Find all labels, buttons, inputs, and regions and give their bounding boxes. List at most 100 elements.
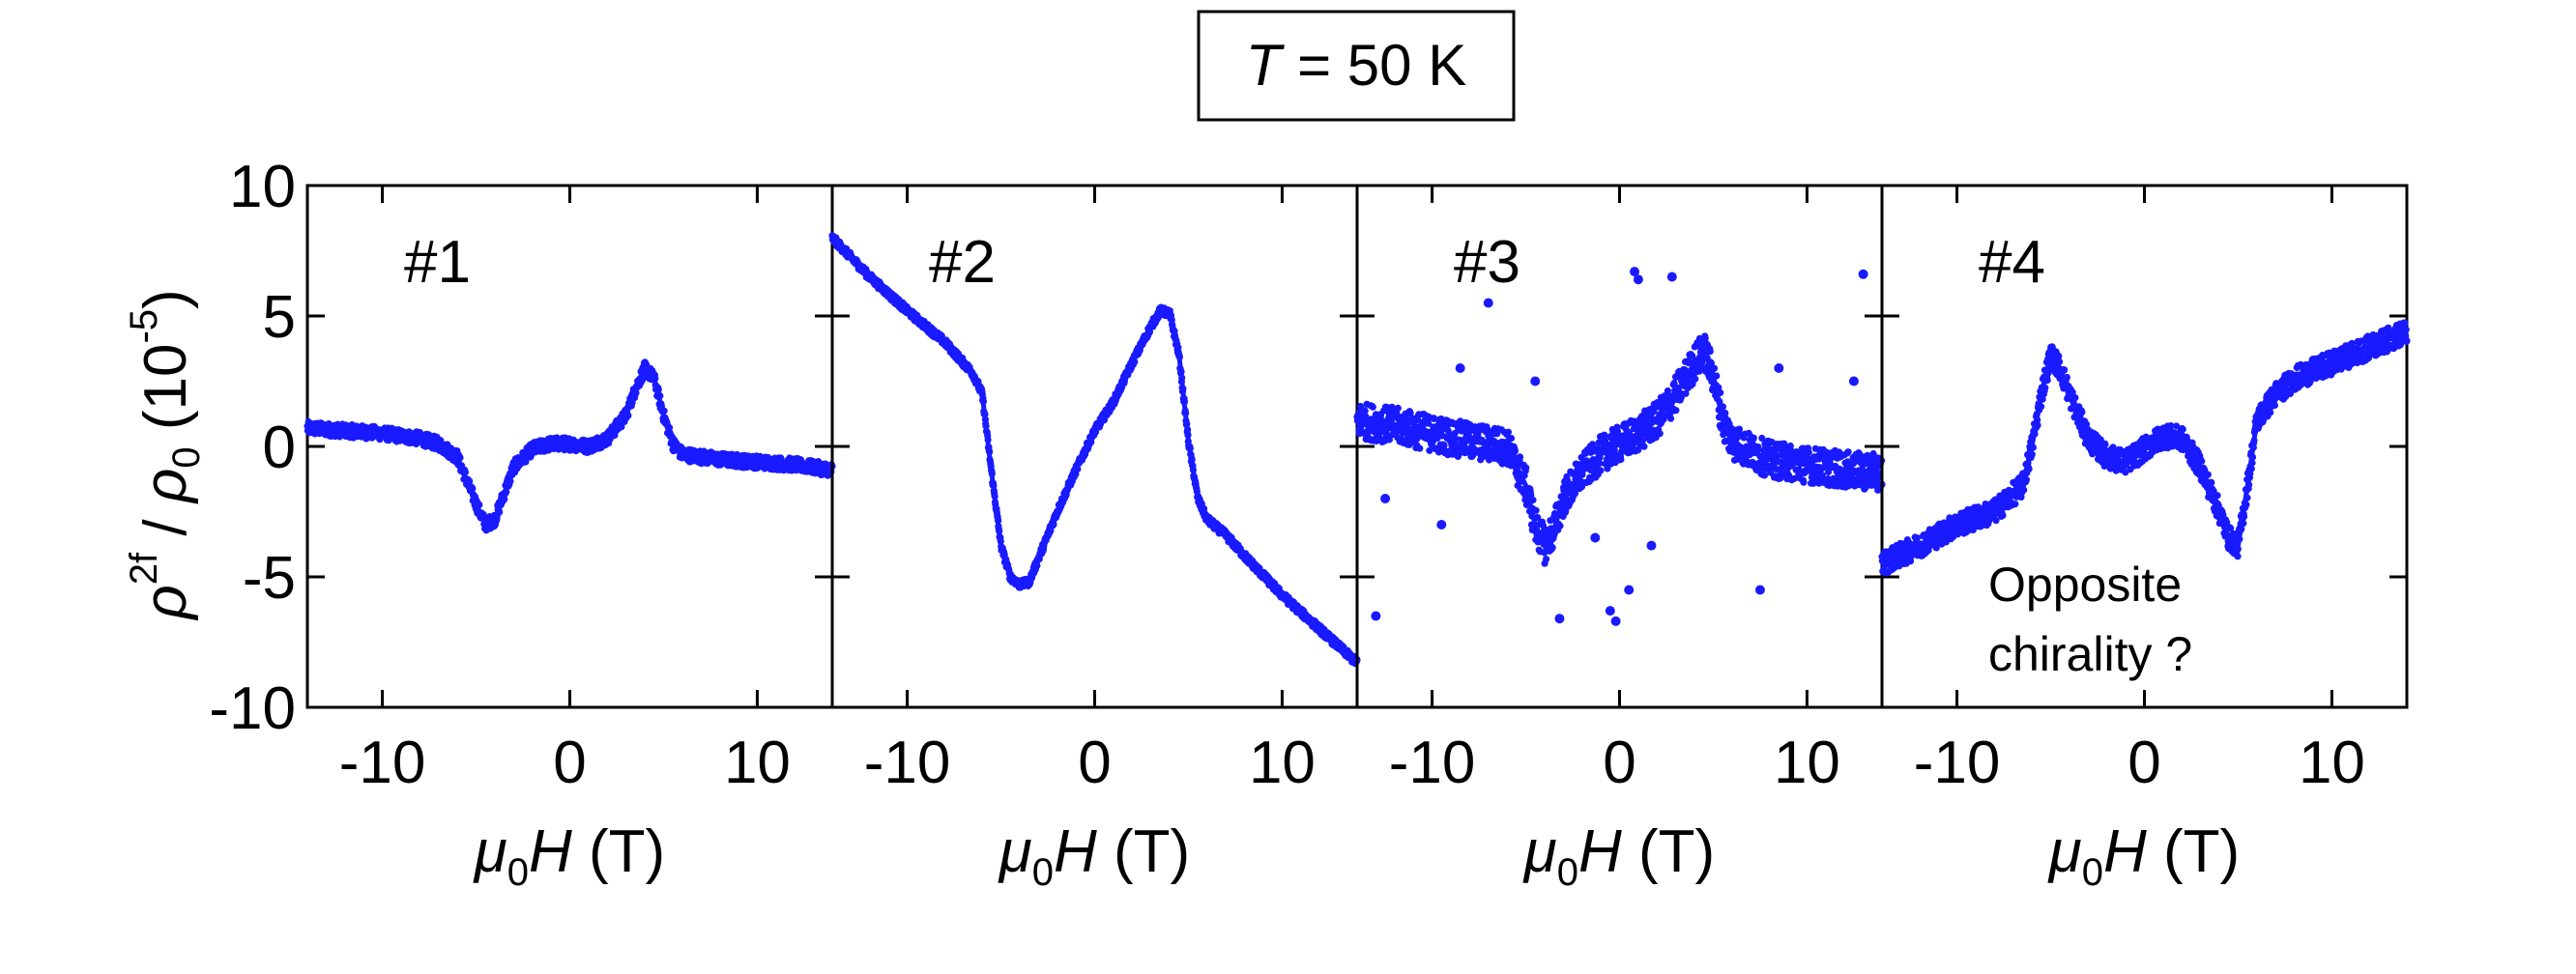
data-point bbox=[1640, 443, 1648, 450]
panel-label: #2 bbox=[929, 229, 996, 296]
data-point bbox=[1440, 442, 1448, 449]
outlier-point bbox=[1610, 616, 1621, 626]
data-point bbox=[1597, 467, 1605, 474]
data-point bbox=[1522, 464, 1530, 472]
data-point bbox=[1692, 375, 1699, 383]
x-label-mu: μ bbox=[473, 818, 507, 885]
x-label-subscript: 0 bbox=[1557, 851, 1578, 894]
series-line bbox=[306, 365, 833, 528]
outlier-point bbox=[1483, 298, 1493, 308]
data-point bbox=[1701, 334, 1709, 342]
data-point bbox=[1362, 413, 1370, 420]
x-label-unit: (T) bbox=[2147, 818, 2240, 885]
title-frame bbox=[1197, 10, 1516, 122]
data-point bbox=[1406, 410, 1414, 417]
y-label-rho: ρ bbox=[132, 585, 199, 621]
x-axis-label: μ0H (T) bbox=[998, 818, 1190, 894]
x-tick-label: -10 bbox=[864, 730, 951, 796]
y-tick-label: -5 bbox=[243, 545, 296, 612]
panel-label: #4 bbox=[1979, 229, 2045, 296]
y-tick-label: 0 bbox=[263, 415, 296, 481]
data-point bbox=[1772, 465, 1780, 473]
data-point bbox=[2101, 441, 2109, 448]
data-point bbox=[1767, 469, 1775, 476]
data-point bbox=[1638, 437, 1646, 444]
x-label-subscript: 0 bbox=[507, 851, 529, 894]
y-label-slash: / bbox=[132, 502, 199, 553]
data-point bbox=[1666, 415, 1675, 422]
x-tick-label: 10 bbox=[724, 730, 791, 796]
x-tick-label: 10 bbox=[1774, 730, 1840, 796]
x-label-mu: μ bbox=[1522, 818, 1557, 885]
data-point bbox=[1425, 419, 1433, 427]
x-tick-label: 10 bbox=[1249, 730, 1316, 796]
outlier-point bbox=[1436, 520, 1447, 530]
outlier-point bbox=[1554, 614, 1565, 624]
x-label-subscript: 0 bbox=[1032, 851, 1054, 894]
data-point bbox=[1750, 434, 1757, 442]
x-tick-label: 10 bbox=[2299, 730, 2365, 796]
y-tick-label: -10 bbox=[209, 675, 296, 742]
data-point bbox=[1913, 534, 1922, 542]
data-point bbox=[2012, 501, 2019, 508]
data-point bbox=[1758, 434, 1766, 443]
y-label-subscript: 0 bbox=[165, 446, 208, 468]
y-label-units-open: (10 bbox=[132, 344, 199, 447]
panel-label: #1 bbox=[404, 229, 471, 296]
data-point bbox=[1800, 478, 1808, 486]
x-label-unit: (T) bbox=[572, 818, 665, 885]
x-label-variable: H bbox=[1578, 818, 1622, 885]
y-axis-label: ρ2f / ρ0 (10-5) bbox=[123, 289, 208, 620]
data-point bbox=[1613, 427, 1621, 435]
data-point bbox=[1416, 444, 1424, 452]
data-point bbox=[1874, 474, 1883, 482]
outlier-point bbox=[1633, 274, 1643, 285]
data-point bbox=[1760, 472, 1769, 479]
x-label-subscript: 0 bbox=[2082, 851, 2103, 894]
data-point bbox=[1617, 455, 1625, 464]
data-point bbox=[1786, 442, 1794, 450]
x-label-unit: (T) bbox=[1097, 818, 1190, 885]
y-label-rho0: ρ bbox=[132, 469, 199, 505]
panel-2: -10 0 10 μ0H (T) #2 bbox=[828, 184, 1361, 894]
data-point bbox=[1431, 415, 1438, 422]
outlier-point bbox=[1646, 540, 1657, 551]
data-point bbox=[1656, 430, 1664, 438]
outlier-point bbox=[1754, 585, 1765, 595]
y-label-superscript: 2f bbox=[123, 552, 165, 585]
data-point bbox=[1556, 522, 1564, 530]
outlier-point bbox=[1455, 363, 1465, 373]
data-point bbox=[1805, 448, 1812, 456]
data-point bbox=[1361, 407, 1369, 415]
x-label-variable: H bbox=[1054, 818, 1097, 885]
chart-title: T = 50 K bbox=[1246, 33, 1466, 98]
data-point bbox=[1844, 448, 1852, 456]
outlier-point bbox=[1858, 269, 1868, 279]
data-point bbox=[1504, 428, 1512, 436]
data-point bbox=[1543, 556, 1550, 563]
title-value: = 50 K bbox=[1281, 33, 1466, 98]
outlier-point bbox=[1605, 606, 1615, 616]
x-tick-label: 0 bbox=[1603, 730, 1635, 796]
x-tick-label: -10 bbox=[1389, 730, 1476, 796]
outlier-point bbox=[1380, 494, 1391, 503]
data-point bbox=[1426, 446, 1433, 454]
outlier-point bbox=[1848, 376, 1859, 387]
y-label-units-exponent: -5 bbox=[123, 309, 165, 344]
data-point bbox=[1992, 517, 2000, 525]
title-box: T = 50 K bbox=[1197, 10, 1516, 122]
data-point bbox=[1650, 407, 1658, 415]
data-point bbox=[1571, 490, 1579, 498]
outlier-point bbox=[1371, 611, 1381, 621]
data-point bbox=[1999, 511, 2007, 520]
x-tick-label: 0 bbox=[2127, 730, 2160, 796]
outlier-point bbox=[1658, 402, 1668, 413]
data-point bbox=[1507, 435, 1516, 443]
outlier-point bbox=[1590, 532, 1601, 543]
data-point bbox=[2055, 352, 2063, 359]
